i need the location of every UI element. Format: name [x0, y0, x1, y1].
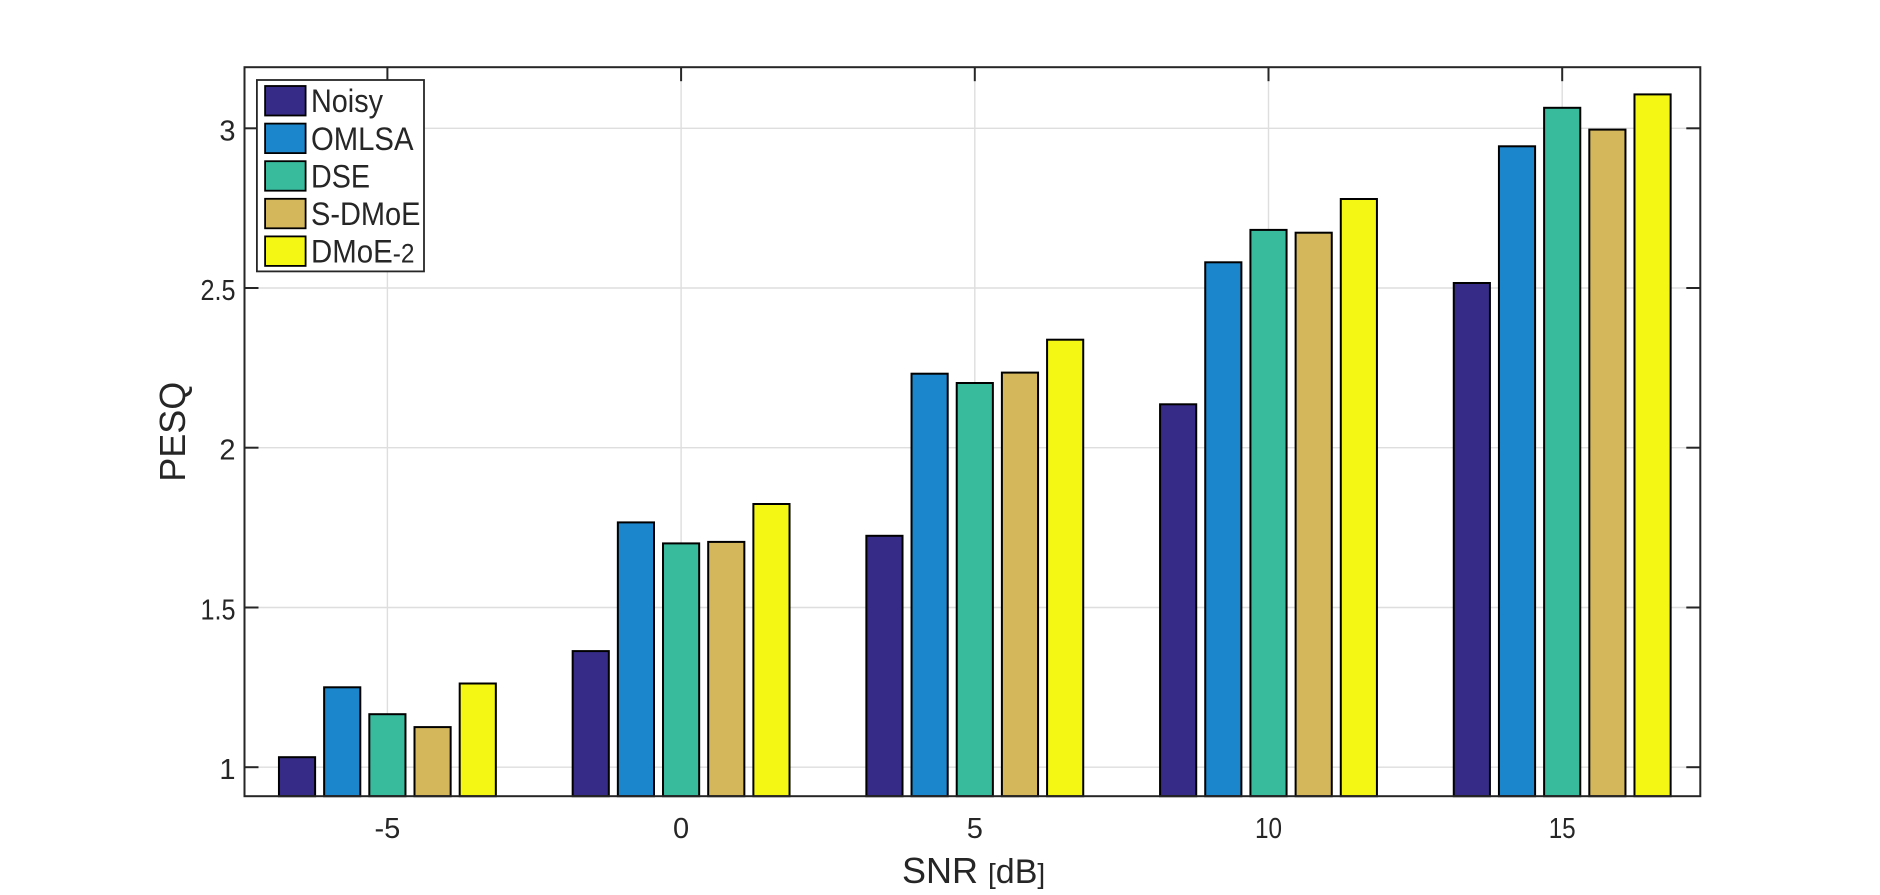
svg-text:Noisy: Noisy	[311, 83, 384, 119]
svg-text:-5: -5	[375, 813, 401, 845]
svg-text:10: 10	[1255, 813, 1282, 845]
svg-text:1: 1	[219, 754, 235, 786]
svg-text:0: 0	[673, 813, 689, 845]
svg-text:15: 15	[1549, 813, 1576, 845]
svg-text:5: 5	[967, 813, 983, 845]
svg-text:DMoE-2: DMoE-2	[311, 234, 415, 270]
svg-text:PESQ: PESQ	[152, 382, 193, 482]
svg-text:3: 3	[219, 115, 235, 147]
svg-text:2.5: 2.5	[201, 275, 236, 307]
svg-text:1.5: 1.5	[201, 595, 236, 627]
svg-text:DSE: DSE	[311, 158, 370, 194]
svg-text:OMLSA: OMLSA	[311, 121, 414, 157]
svg-text:SNR [dB]: SNR [dB]	[902, 850, 1045, 891]
svg-text:S-DMoE: S-DMoE	[311, 196, 421, 232]
svg-text:2: 2	[219, 435, 235, 467]
